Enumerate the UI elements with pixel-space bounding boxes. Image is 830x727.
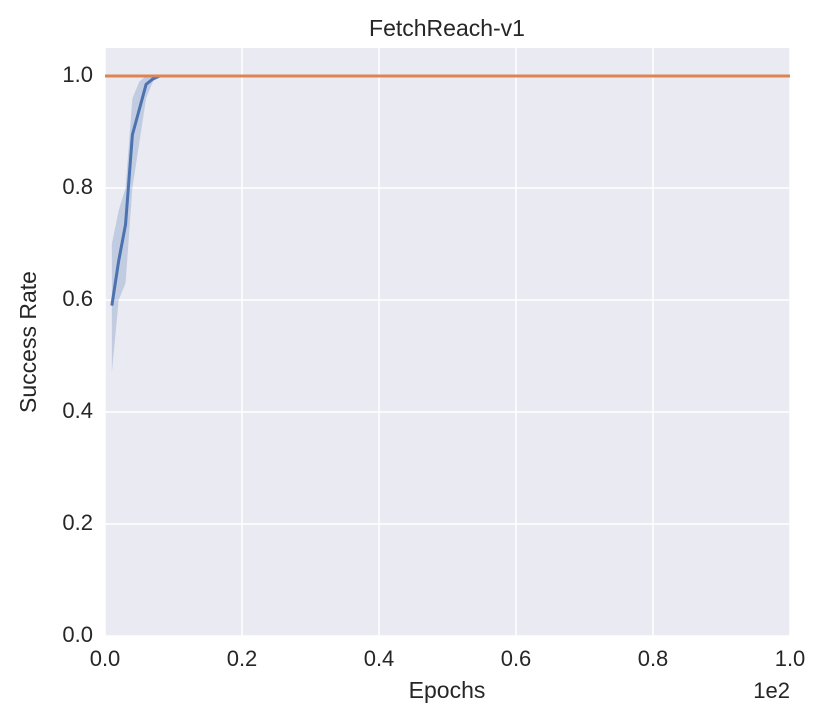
y-tick-label: 1.0 <box>62 62 93 87</box>
x-tick-label: 0.6 <box>501 646 532 671</box>
plot-background <box>105 48 790 636</box>
x-offset-label: 1e2 <box>753 678 790 703</box>
x-tick-label: 1.0 <box>775 646 806 671</box>
y-tick-label: 0.6 <box>62 286 93 311</box>
y-tick-label: 0.8 <box>62 174 93 199</box>
x-tick-label: 0.0 <box>90 646 121 671</box>
chart-title: FetchReach-v1 <box>369 15 525 41</box>
y-tick-label: 0.2 <box>62 510 93 535</box>
y-tick-label: 0.4 <box>62 398 93 423</box>
x-tick-label: 0.4 <box>364 646 395 671</box>
x-tick-label: 0.2 <box>227 646 258 671</box>
x-tick-label: 0.8 <box>638 646 669 671</box>
y-axis-label: Success Rate <box>15 271 41 413</box>
y-tick-label: 0.0 <box>62 622 93 647</box>
x-axis-label: Epochs <box>409 677 486 703</box>
